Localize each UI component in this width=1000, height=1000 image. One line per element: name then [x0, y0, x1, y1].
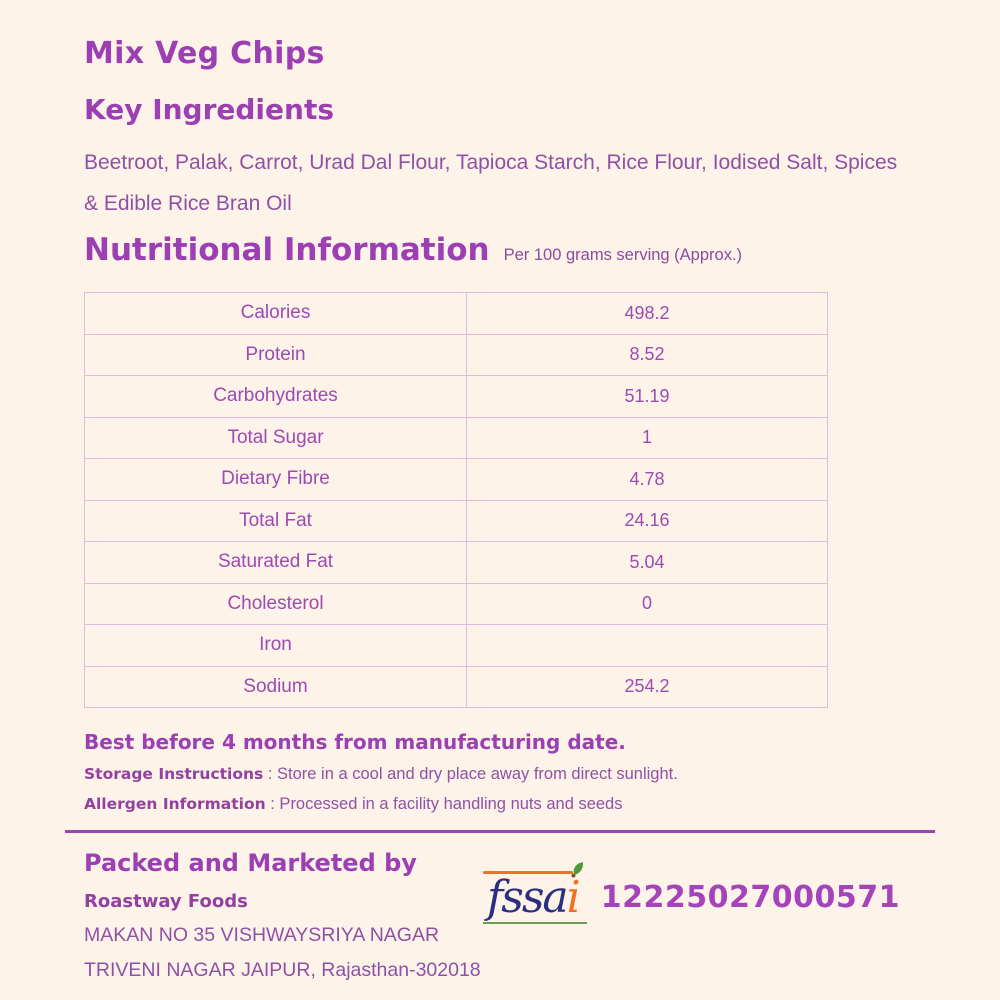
nutrient-value: 1 — [466, 416, 828, 459]
nutrient-value: 0 — [466, 582, 828, 625]
nutrient-value: 4.78 — [466, 458, 828, 501]
fssai-bottom-bar — [482, 922, 587, 924]
allergen-information-line: Allergen Information : Processed in a fa… — [84, 795, 916, 814]
manufacturer-details: Packed and Marketed by Roastway Foods MA… — [84, 849, 481, 982]
nutrient-label: Cholesterol — [84, 582, 467, 625]
storage-instructions-text: : Store in a cool and dry place away fro… — [267, 765, 678, 783]
allergen-information-label: Allergen Information — [84, 795, 266, 813]
allergen-information-text: : Processed in a facility handling nuts … — [270, 795, 623, 813]
table-row: Calories 498.2 — [84, 292, 828, 335]
fssai-logo: fssai — [482, 862, 587, 924]
table-row: Protein 8.52 — [84, 333, 828, 376]
nutrition-heading: Nutritional Information — [84, 232, 490, 268]
nutrient-value: 24.16 — [466, 499, 828, 542]
ingredients-text: Beetroot, Palak, Carrot, Urad Dal Flour,… — [84, 151, 898, 215]
storage-instructions-line: Storage Instructions : Store in a cool a… — [84, 765, 916, 784]
key-ingredients-heading: Key Ingredients — [84, 93, 335, 126]
nutrient-label: Total Sugar — [84, 416, 467, 459]
nutrient-label: Total Fat — [84, 499, 467, 542]
serving-note: Per 100 grams serving (Approx.) — [503, 246, 743, 264]
company-name: Roastway Foods — [84, 891, 248, 912]
table-row: Sodium 254.2 — [84, 665, 828, 708]
address-line-1: MAKAN NO 35 VISHWAYSRIYA NAGAR — [84, 924, 440, 946]
storage-instructions-label: Storage Instructions — [84, 765, 264, 783]
table-row: Saturated Fat 5.04 — [84, 541, 828, 584]
nutrient-label: Calories — [84, 292, 467, 335]
table-row: Carbohydrates 51.19 — [84, 375, 828, 418]
nutrient-label: Sodium — [84, 665, 467, 708]
best-before-text: Best before 4 months from manufacturing … — [84, 730, 626, 754]
table-row: Total Sugar 1 — [84, 416, 828, 459]
nutrient-value: 8.52 — [466, 333, 828, 376]
fssai-license-number: 12225027000571 — [600, 880, 900, 915]
table-row: Total Fat 24.16 — [84, 499, 828, 542]
nutrient-value: 51.19 — [466, 375, 828, 418]
nutrient-label: Dietary Fibre — [84, 458, 467, 501]
table-row: Cholesterol 0 — [84, 582, 828, 625]
fssai-wordmark: fssai — [486, 872, 581, 923]
footer-section: Packed and Marketed by Roastway Foods MA… — [84, 849, 916, 982]
fssai-top-bar — [482, 871, 573, 874]
nutrient-value — [466, 624, 828, 667]
table-row: Dietary Fibre 4.78 — [84, 458, 828, 501]
nutrient-label: Iron — [84, 624, 467, 667]
leaf-icon — [571, 862, 583, 878]
nutrient-value: 5.04 — [466, 541, 828, 584]
nutrient-label: Saturated Fat — [84, 541, 467, 584]
section-divider — [65, 830, 935, 833]
address-line-2: TRIVENI NAGAR JAIPUR, Rajasthan-302018 — [84, 959, 481, 981]
nutrient-value: 498.2 — [466, 292, 828, 335]
product-title: Mix Veg Chips — [84, 36, 325, 71]
packed-marketed-heading: Packed and Marketed by — [84, 849, 417, 877]
nutrient-label: Protein — [84, 333, 467, 376]
table-row: Iron — [84, 624, 828, 667]
fssai-license-block: fssai 12225027000571 — [482, 862, 900, 924]
nutrient-label: Carbohydrates — [84, 375, 467, 418]
nutrient-value: 254.2 — [466, 665, 828, 708]
nutrition-table: Calories 498.2 Protein 8.52 Carbohydrate… — [84, 292, 828, 708]
nutrition-heading-row: Nutritional Information Per 100 grams se… — [84, 232, 916, 268]
